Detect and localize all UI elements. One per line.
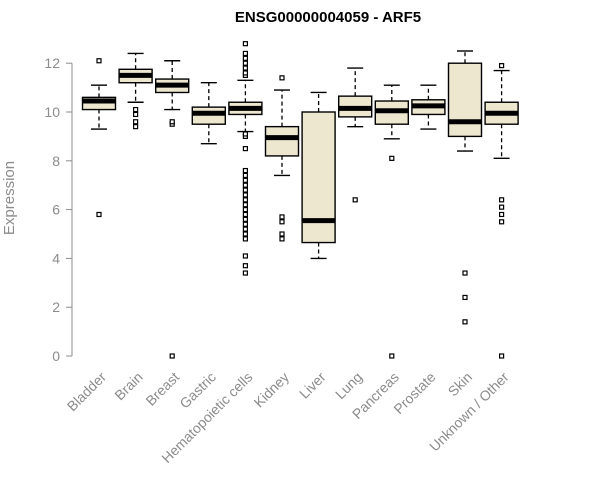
box-lung bbox=[338, 67, 373, 203]
outlier-point bbox=[242, 231, 248, 237]
outlier-point bbox=[242, 187, 248, 193]
outlier-point bbox=[242, 182, 248, 188]
boxes bbox=[81, 41, 519, 359]
outlier-point bbox=[242, 60, 248, 66]
outlier-point bbox=[242, 55, 248, 61]
outlier-point bbox=[242, 41, 248, 47]
outlier-point bbox=[169, 353, 175, 359]
iqr-box bbox=[264, 125, 300, 157]
outlier-point bbox=[352, 197, 358, 203]
outlier-point bbox=[279, 231, 285, 237]
outlier-point bbox=[242, 236, 248, 242]
outlier-point bbox=[242, 211, 248, 218]
iqr-box bbox=[447, 62, 483, 138]
y-axis-label: Expression bbox=[1, 161, 18, 235]
outlier-point bbox=[242, 65, 248, 71]
box-unknown-other bbox=[484, 63, 519, 359]
outlier-point bbox=[499, 211, 505, 218]
box-pancreas bbox=[374, 84, 409, 359]
outlier-point bbox=[242, 167, 248, 174]
x-category-label: Breast bbox=[142, 369, 182, 409]
outlier-point bbox=[133, 106, 139, 113]
outlier-point bbox=[242, 146, 248, 152]
outlier-point bbox=[499, 353, 505, 359]
box-prostate bbox=[411, 84, 446, 130]
outlier-point bbox=[279, 219, 285, 225]
outlier-point bbox=[499, 197, 505, 203]
outlier-point bbox=[242, 226, 248, 232]
x-category-label: Lung bbox=[332, 369, 365, 402]
outlier-point bbox=[389, 353, 395, 359]
outlier-point bbox=[462, 294, 468, 301]
outlier-point bbox=[499, 204, 505, 210]
outlier-point bbox=[242, 216, 248, 222]
outlier-point bbox=[242, 270, 248, 276]
outlier-point bbox=[242, 192, 248, 198]
y-tick-label: 2 bbox=[52, 299, 60, 315]
outlier-point bbox=[242, 207, 248, 213]
outlier-point bbox=[242, 253, 248, 259]
outlier-point bbox=[242, 221, 248, 227]
outlier-point bbox=[389, 155, 395, 161]
x-category-label: Bladder bbox=[64, 369, 110, 415]
outlier-point bbox=[242, 263, 248, 269]
outlier-point bbox=[242, 50, 248, 57]
x-category-label: Liver bbox=[296, 369, 329, 402]
box-brain bbox=[118, 52, 153, 130]
y-tick-label: 12 bbox=[44, 55, 60, 71]
outlier-point bbox=[96, 58, 102, 64]
outlier-point bbox=[462, 270, 468, 276]
outlier-point bbox=[242, 70, 248, 76]
outlier-point bbox=[133, 111, 139, 118]
outlier-point bbox=[169, 119, 175, 125]
x-category-label: Kidney bbox=[251, 369, 293, 411]
outlier-point bbox=[499, 219, 505, 225]
box-liver bbox=[301, 91, 336, 260]
box-gastric bbox=[191, 82, 227, 145]
y-tick-label: 6 bbox=[52, 202, 60, 218]
y-tick-label: 0 bbox=[52, 348, 60, 364]
outlier-point bbox=[133, 119, 139, 125]
outlier-point bbox=[279, 236, 285, 242]
outlier-point bbox=[96, 211, 102, 218]
outlier-point bbox=[242, 177, 248, 183]
y-tick-label: 4 bbox=[52, 250, 60, 266]
outlier-point bbox=[242, 197, 248, 203]
box-kidney bbox=[264, 75, 300, 242]
outlier-point bbox=[279, 75, 285, 81]
box-breast bbox=[154, 60, 190, 359]
y-tick-label: 8 bbox=[52, 153, 60, 169]
outlier-point bbox=[242, 172, 248, 179]
x-category-label: Skin bbox=[445, 369, 476, 400]
outlier-point bbox=[462, 319, 468, 325]
box-bladder bbox=[81, 58, 117, 218]
box-skin bbox=[447, 50, 483, 325]
chart-title: ENSG00000004059 - ARF5 bbox=[235, 9, 421, 26]
outlier-point bbox=[242, 131, 248, 137]
x-category-label: Brain bbox=[111, 369, 145, 403]
outlier-point bbox=[133, 124, 139, 130]
y-axis: 0 2 4 6 8 10 12 bbox=[44, 55, 73, 364]
y-tick-label: 10 bbox=[44, 104, 60, 120]
box-hematopoietic-cells bbox=[228, 41, 263, 276]
outlier-point bbox=[279, 214, 285, 220]
outlier-point bbox=[242, 202, 248, 208]
outlier-point bbox=[499, 63, 505, 69]
